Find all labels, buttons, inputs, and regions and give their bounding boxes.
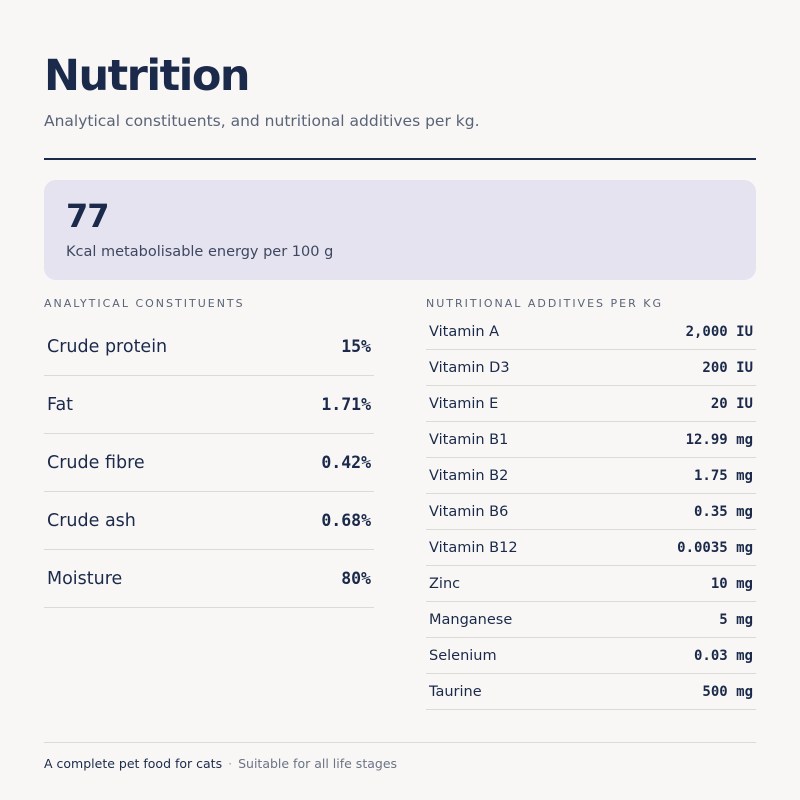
list-item: Moisture 80% — [44, 550, 374, 608]
energy-label: Kcal metabolisable energy per 100 g — [66, 244, 334, 260]
page-subtitle: Analytical constituents, and nutritional… — [44, 112, 480, 130]
nutrient-value: 2,000 IU — [685, 323, 753, 340]
list-item: Taurine 500 mg — [426, 674, 756, 710]
nutrient-name: Crude protein — [47, 336, 168, 357]
nutrient-name: Taurine — [429, 683, 482, 700]
analytical-constituents-section: Analytical constituents Crude protein 15%… — [44, 296, 374, 608]
nutrition-panel: Nutrition Analytical constituents, and n… — [44, 50, 756, 710]
nutrient-value: 80% — [341, 569, 371, 588]
nutrient-value: 1.71% — [321, 395, 371, 414]
nutrient-name: Vitamin B2 — [429, 467, 509, 484]
nutrient-name: Crude fibre — [47, 452, 145, 473]
footer-separator: · — [228, 756, 233, 771]
nutrient-name: Vitamin B6 — [429, 503, 509, 520]
nutrient-value: 0.0035 mg — [677, 539, 753, 556]
nutrient-value: 15% — [341, 337, 371, 356]
footer-sub-text: Suitable for all life stages — [238, 756, 398, 771]
list-item: Selenium 0.03 mg — [426, 638, 756, 674]
nutrient-value: 20 IU — [710, 395, 753, 412]
list-item: Crude protein 15% — [44, 318, 374, 376]
list-item: Vitamin B1 12.99 mg — [426, 422, 756, 458]
list-item: Crude fibre 0.42% — [44, 434, 374, 492]
nutritional-additives-list: Vitamin A 2,000 IU Vitamin D3 200 IU Vitamin… — [426, 314, 756, 710]
nutrient-value: 0.35 mg — [693, 503, 753, 520]
nutrient-value: 500 mg — [702, 683, 753, 700]
list-item: Vitamin B6 0.35 mg — [426, 494, 756, 530]
nutrient-value: 0.42% — [321, 453, 371, 472]
nutrient-name: Fat — [47, 394, 74, 415]
nutritional-additives-section: Nutritional additives per kg Vitamin A 2,… — [426, 296, 756, 710]
nutrient-name: Selenium — [429, 647, 497, 664]
analytical-constituents-heading: Analytical constituents — [44, 297, 245, 310]
nutrient-name: Manganese — [429, 611, 513, 628]
list-item: Fat 1.71% — [44, 376, 374, 434]
nutrient-value: 10 mg — [710, 575, 753, 592]
nutrient-name: Vitamin B12 — [429, 539, 518, 556]
list-item: Vitamin B2 1.75 mg — [426, 458, 756, 494]
list-item: Vitamin D3 200 IU — [426, 350, 756, 386]
nutrient-name: Vitamin B1 — [429, 431, 509, 448]
title-divider — [44, 158, 756, 160]
nutrient-value: 12.99 mg — [685, 431, 753, 448]
nutrient-name: Crude ash — [47, 510, 136, 531]
nutrient-value: 5 mg — [719, 611, 753, 628]
nutrient-value: 200 IU — [702, 359, 753, 376]
list-item: Crude ash 0.68% — [44, 492, 374, 550]
nutrient-value: 0.68% — [321, 511, 371, 530]
analytical-constituents-list: Crude protein 15% Fat 1.71% Crude fibre 0.42%… — [44, 318, 374, 608]
nutrient-value: 0.03 mg — [693, 647, 753, 664]
energy-value: 77 — [66, 197, 110, 235]
energy-card: 77 Kcal metabolisable energy per 100 g — [44, 180, 756, 280]
page-title: Nutrition — [44, 51, 251, 101]
nutrient-name: Zinc — [429, 575, 461, 592]
footer-main-text: A complete pet food for cats — [44, 756, 223, 771]
footer: A complete pet food for cats · Suitable fo… — [44, 742, 756, 772]
nutrient-name: Vitamin D3 — [429, 359, 510, 376]
nutrient-value: 1.75 mg — [693, 467, 753, 484]
nutrient-name: Vitamin A — [429, 323, 500, 340]
nutritional-additives-heading: Nutritional additives per kg — [426, 297, 663, 310]
nutrient-name: Vitamin E — [429, 395, 499, 412]
list-item: Zinc 10 mg — [426, 566, 756, 602]
list-item: Vitamin E 20 IU — [426, 386, 756, 422]
nutrient-name: Moisture — [47, 568, 123, 589]
list-item: Vitamin B12 0.0035 mg — [426, 530, 756, 566]
list-item: Vitamin A 2,000 IU — [426, 314, 756, 350]
list-item: Manganese 5 mg — [426, 602, 756, 638]
